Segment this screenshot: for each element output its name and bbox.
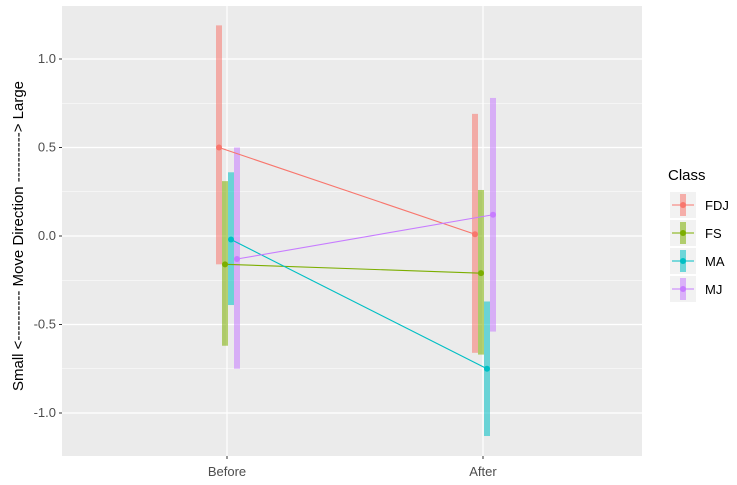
data-point-mj — [490, 211, 496, 218]
legend-label-fdj: FDJ — [705, 198, 729, 213]
y-tick-label: 0.5 — [38, 140, 56, 155]
data-point-fs — [478, 270, 484, 277]
data-point-fdj — [472, 231, 478, 238]
legend-key-point — [680, 230, 686, 236]
legend-key-point — [680, 258, 686, 264]
legend: Class FDJ FS MA MJ — [668, 167, 729, 302]
legend-label-ma: MA — [705, 254, 725, 269]
legend-key-point — [680, 286, 686, 292]
series-lines — [218, 146, 494, 370]
y-tick-label: 1.0 — [38, 51, 56, 66]
legend-label-mj: MJ — [705, 282, 722, 297]
legend-title: Class — [668, 167, 706, 184]
x-tick-label: Before — [208, 464, 246, 479]
series-line-mj — [236, 214, 494, 260]
legend-label-fs: FS — [705, 226, 722, 241]
grid — [62, 6, 642, 456]
series-points — [216, 144, 496, 372]
data-point-fs — [222, 261, 228, 268]
y-tick-label: -1.0 — [34, 405, 56, 420]
x-axis-ticks: Before After — [208, 456, 497, 479]
y-tick-label: -0.5 — [34, 317, 56, 332]
series-line-fdj — [218, 146, 476, 235]
data-point-mj — [234, 256, 240, 263]
x-tick-label: After — [469, 464, 497, 479]
legend-key-point — [680, 202, 686, 208]
legend-key-fs — [670, 220, 696, 246]
data-point-fdj — [216, 144, 222, 151]
y-axis-title: Small <---------- Move Direction -------… — [10, 81, 27, 391]
legend-key-ma — [670, 248, 696, 274]
y-tick-label: 0.0 — [38, 228, 56, 243]
series-line-ma — [230, 239, 488, 370]
data-point-ma — [484, 365, 490, 372]
legend-key-mj — [670, 276, 696, 302]
legend-key-fdj — [670, 192, 696, 218]
y-axis-ticks: -1.0 -0.5 0.0 0.5 1.0 — [34, 51, 62, 420]
series-line-fs — [224, 263, 482, 274]
data-point-ma — [228, 236, 234, 243]
plot-panel — [62, 6, 642, 456]
